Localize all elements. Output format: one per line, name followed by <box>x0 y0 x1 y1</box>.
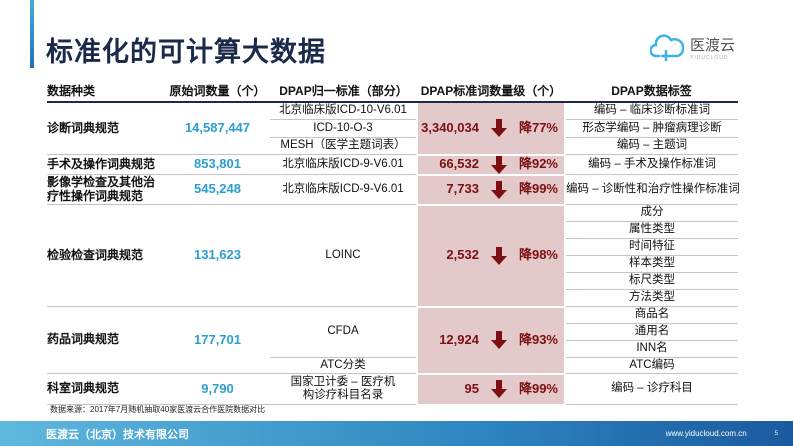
header-standard: DPAP归一标准（部分） <box>270 83 417 103</box>
table-row: 检验检查词典规范 131,623 LOINC 2,532 降98% 成分 <box>47 204 738 308</box>
title-accent-bar <box>30 0 34 68</box>
tag: INN名 <box>565 340 738 358</box>
standard: CFDA <box>270 306 417 358</box>
standard: MESH（医学主题词表） <box>270 137 417 155</box>
raw-count: 177,701 <box>165 306 270 374</box>
table-row: 药品词典规范 177,701 CFDA 12,924 降93% 商品名 <box>47 306 738 375</box>
standard: LOINC <box>270 204 417 307</box>
tag: 成分 <box>565 204 738 222</box>
tag: 编码 – 诊疗科目 <box>565 373 738 405</box>
tag: 编码 – 主题词 <box>565 137 738 155</box>
header-tags: DPAP数据标签 <box>565 83 738 103</box>
tag: 属性类型 <box>565 221 738 239</box>
footer-url: www.yiducloud.com.cn <box>665 429 747 438</box>
tag: 编码 – 手术及操作标准词 <box>565 154 738 175</box>
reduction: 降98% <box>518 247 558 263</box>
dpap-count-cell: 95 降99% <box>416 373 566 406</box>
tag: 编码 – 临床诊断标准词 <box>565 102 738 120</box>
down-arrow-icon <box>490 246 507 265</box>
header-raw-count: 原始词数量（个） <box>165 83 270 103</box>
header-category: 数据种类 <box>47 83 165 103</box>
category: 科室词典规范 <box>47 373 165 405</box>
logo-en: YIDUCLOUD <box>690 54 729 61</box>
table-row: 诊断词典规范 14,587,447 北京临床版ICD-10-V6.01 3,34… <box>47 102 738 156</box>
dpap-count-cell: 7,733 降99% <box>416 174 566 206</box>
category: 检验检查词典规范 <box>47 204 165 307</box>
standard: ATC分类 <box>270 357 417 374</box>
dpap-count-cell: 66,532 降92% <box>416 154 566 176</box>
dpap-count: 12,924 <box>439 331 479 347</box>
table-row: 科室词典规范 9,790 国家卫计委 – 医疗机构诊疗科目名录 95 降99% 编… <box>47 373 738 406</box>
page-title: 标准化的可计算大数据 <box>46 37 326 67</box>
table-row: 影像学检查及其他治疗性操作词典规范 545,248 北京临床版ICD-9-V6.… <box>47 174 740 206</box>
dpap-count-cell: 12,924 降93% <box>416 306 566 375</box>
tag: 样本类型 <box>565 255 738 273</box>
dpap-count-cell: 2,532 降98% <box>416 204 566 308</box>
standard: 北京临床版ICD-9-V6.01 <box>270 154 417 175</box>
page-number: 5 <box>774 430 778 437</box>
table-row: 手术及操作词典规范 853,801 北京临床版ICD-9-V6.01 66,53… <box>47 154 738 176</box>
header-dpap-count: DPAP标准词数量级（个） <box>417 83 565 103</box>
logo: 医渡云 YIDUCLOUD <box>650 32 735 62</box>
table-row: ICD-10-O-3 形态学编码 – 肿瘤病理诊断 <box>47 119 738 138</box>
reduction: 降99% <box>518 181 558 197</box>
tag: ATC编码 <box>565 357 738 374</box>
raw-count: 853,801 <box>165 154 270 175</box>
dpap-count: 2,532 <box>446 247 479 263</box>
data-source-note: 数据来源：2017年7月随机抽取40家医渡云合作医院数据对比 <box>50 405 266 414</box>
down-arrow-icon <box>490 380 507 398</box>
table-row: MESH（医学主题词表） 编码 – 主题词 <box>47 137 738 155</box>
footer: 医渡云（北京）技术有限公司 www.yiducloud.com.cn 5 <box>0 421 793 446</box>
dpap-count: 66,532 <box>439 156 479 172</box>
category: 影像学检查及其他治疗性操作词典规范 <box>47 174 165 205</box>
standard: 北京临床版ICD-10-V6.01 <box>270 102 417 120</box>
standard: ICD-10-O-3 <box>270 119 417 138</box>
raw-count: 9,790 <box>165 373 270 405</box>
reduction: 降77% <box>518 119 558 135</box>
tag: 方法类型 <box>565 289 738 307</box>
dictionary-table: 数据种类 原始词数量（个） DPAP归一标准（部分） DPAP标准词数量级（个）… <box>47 83 740 406</box>
tag: 编码 – 诊断性和治疗性操作标准词 <box>565 174 740 205</box>
tag: 商品名 <box>565 306 738 324</box>
category: 药品词典规范 <box>47 306 165 374</box>
category: 手术及操作词典规范 <box>47 154 165 175</box>
dpap-count: 7,733 <box>446 181 479 197</box>
standard: 国家卫计委 – 医疗机构诊疗科目名录 <box>270 373 417 405</box>
dpap-count: 3,340,034 <box>421 119 479 135</box>
standard: 北京临床版ICD-9-V6.01 <box>270 174 417 205</box>
cloud-plus-icon <box>650 34 684 61</box>
tag: 通用名 <box>565 323 738 341</box>
dpap-count-cell: 3,340,034 降77% <box>416 102 566 156</box>
tag: 形态学编码 – 肿瘤病理诊断 <box>565 119 738 138</box>
logo-name: 医渡云 <box>690 36 736 54</box>
reduction: 降93% <box>518 331 558 347</box>
down-arrow-icon <box>490 180 507 199</box>
footer-company: 医渡云（北京）技术有限公司 <box>46 428 189 441</box>
reduction: 降99% <box>518 380 558 396</box>
raw-count: 14,587,447 <box>165 102 270 155</box>
down-arrow-icon <box>490 331 507 349</box>
raw-count: 545,248 <box>165 174 270 205</box>
dpap-count: 95 <box>464 380 479 396</box>
table-header: 数据种类 原始词数量（个） DPAP归一标准（部分） DPAP标准词数量级（个）… <box>47 83 738 103</box>
tag: 标尺类型 <box>565 272 738 290</box>
raw-count: 131,623 <box>165 204 270 307</box>
down-arrow-icon <box>490 155 507 174</box>
reduction: 降92% <box>518 156 558 172</box>
down-arrow-icon <box>490 119 507 138</box>
category: 诊断词典规范 <box>47 102 165 155</box>
tag: 时间特征 <box>565 238 738 256</box>
